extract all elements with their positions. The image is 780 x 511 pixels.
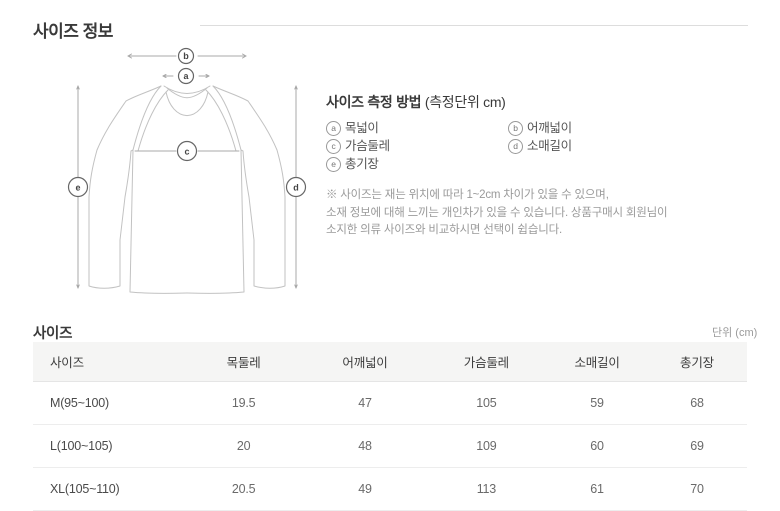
- svg-text:c: c: [184, 146, 189, 156]
- svg-text:e: e: [75, 182, 80, 192]
- svg-text:b: b: [183, 51, 189, 61]
- svg-text:d: d: [293, 182, 299, 192]
